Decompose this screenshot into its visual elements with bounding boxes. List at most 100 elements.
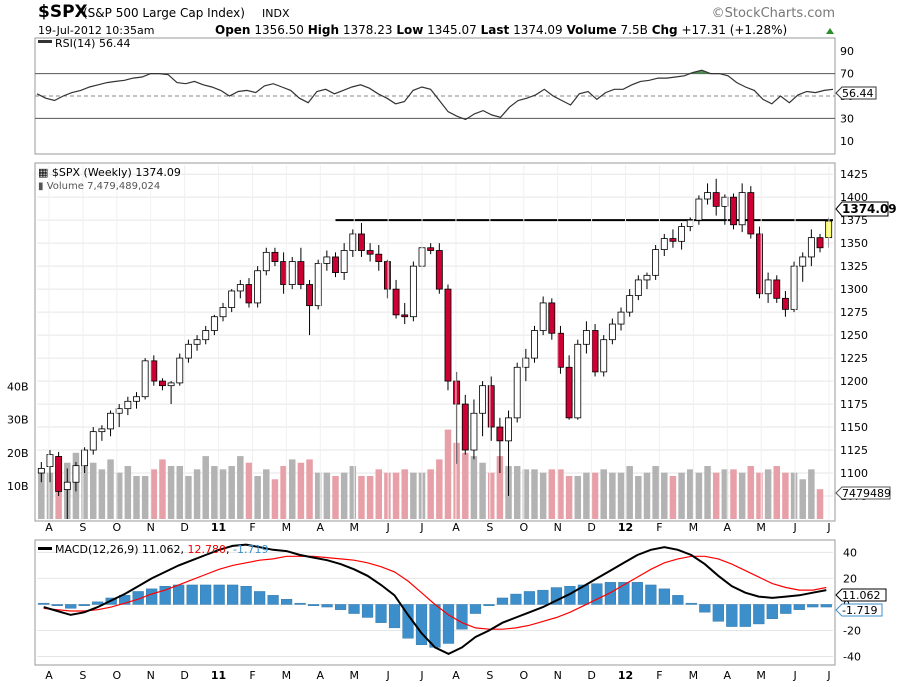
candle-body	[297, 261, 305, 285]
candle-body	[332, 256, 339, 273]
candle-body	[141, 360, 149, 398]
candle-body	[46, 454, 54, 467]
volume-bar	[237, 456, 244, 519]
volume-bar	[661, 472, 668, 519]
volume-bar	[600, 469, 607, 519]
price-tick-label: 1325	[840, 260, 868, 273]
volume-bar	[436, 459, 443, 519]
x-axis-label: N	[554, 521, 562, 534]
index-name: (S&P 500 Large Cap Index)	[83, 6, 245, 20]
candle-body	[470, 412, 478, 451]
macd-histogram-bar	[227, 584, 239, 605]
price-tick-label: 1225	[840, 352, 868, 365]
price-panel	[34, 162, 836, 522]
macd-histogram-bar	[550, 587, 563, 605]
candle-body	[513, 366, 521, 419]
macd-tick-label: -20	[843, 624, 861, 637]
macd-tick-label: 40	[843, 546, 857, 559]
price-tick-label: 1300	[840, 283, 868, 296]
x-axis-label: 11	[211, 521, 226, 534]
x-axis-label: J	[792, 521, 796, 534]
macd-histogram-bar	[753, 604, 765, 625]
macd-histogram-bar	[213, 584, 225, 605]
volume-bar	[98, 469, 106, 519]
candle-body	[323, 256, 331, 264]
volume-tick-label: 30B	[7, 414, 29, 427]
volume-value-badge: 7479489	[835, 486, 891, 500]
macd-histogram-bar	[766, 604, 778, 619]
volume-tick-label: 40B	[7, 381, 29, 394]
volume-bar	[193, 469, 201, 519]
x-axis-label: O	[112, 669, 121, 682]
svg-text:1374.09: 1374.09	[842, 202, 897, 216]
volume-bar	[557, 469, 564, 519]
macd-histogram-bar	[375, 604, 387, 623]
macd-histogram-bar	[334, 604, 347, 610]
macd-histogram-bar	[672, 595, 684, 605]
candle-body	[427, 247, 435, 251]
macd-histogram-bar	[146, 588, 158, 605]
candle-body	[721, 196, 729, 207]
volume-bar	[669, 475, 677, 519]
rsi-layer: 9070503010	[35, 45, 854, 148]
svg-text:56.44: 56.44	[842, 87, 874, 100]
x-axis-label: D	[587, 669, 595, 682]
rsi-legend-swatch	[38, 40, 52, 43]
price-legend: ▦ $SPX (Weekly) 1374.09 ▮ Volume 7,479,4…	[38, 166, 181, 192]
x-axis-label: 12	[618, 669, 633, 682]
candle-body	[193, 339, 201, 345]
volume-bar	[410, 472, 417, 519]
price-tick-label: 1400	[840, 191, 868, 204]
macd-histogram-bar	[307, 604, 320, 606]
candle-body	[409, 265, 417, 318]
candle-body	[574, 343, 582, 419]
volume-bar	[254, 475, 261, 519]
candle-body	[392, 288, 400, 316]
macd-value-badge: 11.062	[835, 588, 887, 602]
macd-legend-swatch	[38, 547, 52, 550]
candle-body	[358, 233, 365, 251]
macd-histogram-bar	[618, 582, 630, 605]
volume-bar	[280, 466, 287, 519]
volume-bar	[816, 489, 824, 519]
rsi-line	[36, 69, 834, 121]
candle-body	[799, 256, 807, 267]
macd-histogram-bar	[699, 604, 711, 613]
up-arrow-icon	[826, 28, 834, 34]
candle-body	[245, 284, 253, 304]
candle-body	[288, 261, 296, 285]
macd-histogram-bar	[564, 586, 576, 605]
volume-bar	[539, 472, 547, 519]
volume-bar	[617, 472, 625, 519]
rsi-value-badge: 56.44	[835, 86, 877, 100]
macd-legend: MACD(12,26,9) 11.062, 12.780, -1.719	[38, 543, 269, 556]
macd-histogram-bar	[38, 602, 50, 605]
candle-body	[280, 261, 288, 285]
candle-body	[522, 357, 530, 368]
svg-text:▮ Volume 7,479,489,024: ▮ Volume 7,479,489,024	[38, 181, 160, 192]
volume-bar	[219, 469, 227, 519]
volume-bar	[314, 472, 322, 519]
x-axis-label: A	[723, 669, 731, 682]
volume-bar	[133, 475, 140, 519]
volume-bar	[453, 442, 460, 519]
volume-bar	[712, 472, 720, 519]
candle-body	[790, 265, 798, 310]
volume-bar	[808, 469, 815, 519]
x-axis-label: A	[45, 521, 53, 534]
volume-bar	[470, 456, 478, 519]
x-axis-label: S	[79, 521, 86, 534]
volume-bar	[392, 472, 400, 519]
macd-histogram-bar	[348, 604, 360, 614]
x-axis-label: J	[386, 669, 390, 682]
volume-bar	[609, 472, 616, 519]
volume-bar	[548, 469, 556, 519]
x-axis-label: O	[112, 521, 121, 534]
macd-histogram-bar	[469, 604, 482, 614]
candle-body	[228, 290, 236, 308]
volume-bar	[271, 479, 279, 519]
candle-body	[479, 385, 487, 414]
x-axis-label: D	[180, 669, 188, 682]
x-axis-label: 12	[618, 521, 633, 534]
volume-bar	[773, 466, 781, 519]
